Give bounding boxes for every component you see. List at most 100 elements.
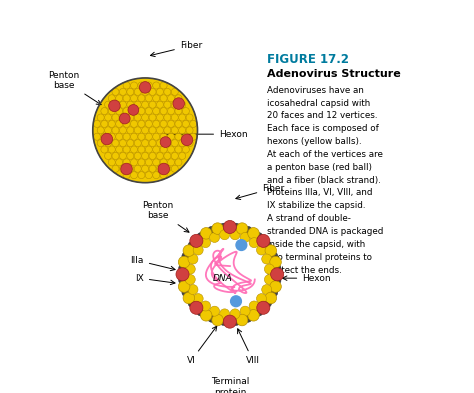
Circle shape [188,299,197,307]
Circle shape [134,88,141,95]
Circle shape [119,113,130,124]
Circle shape [134,152,141,160]
Circle shape [224,316,236,327]
Circle shape [116,133,123,140]
Circle shape [190,234,203,247]
Circle shape [134,140,141,147]
Circle shape [263,241,272,250]
Circle shape [255,233,263,241]
Circle shape [160,146,167,153]
Circle shape [223,220,237,233]
Circle shape [123,133,130,140]
Circle shape [93,133,100,140]
Circle shape [191,302,202,314]
Circle shape [138,133,145,140]
Circle shape [167,120,174,127]
Circle shape [164,140,171,147]
Circle shape [123,95,130,102]
Circle shape [108,95,115,102]
Circle shape [232,317,240,325]
Circle shape [257,235,269,247]
Text: Fiber: Fiber [150,41,202,57]
Circle shape [116,95,123,102]
Circle shape [149,152,156,160]
Circle shape [257,302,269,314]
Circle shape [171,127,178,134]
Circle shape [219,309,229,319]
Circle shape [153,120,160,127]
Circle shape [146,82,152,89]
Circle shape [116,146,123,153]
Circle shape [182,120,190,127]
Circle shape [127,165,134,172]
Circle shape [175,146,182,153]
Circle shape [248,310,259,321]
Circle shape [130,120,137,127]
Circle shape [160,120,167,127]
Text: Fiber: Fiber [236,184,284,200]
Circle shape [146,159,152,166]
Circle shape [105,127,111,134]
Circle shape [119,127,127,134]
Circle shape [240,232,250,242]
Text: VI: VI [187,326,217,365]
Text: VIII: VIII [237,329,260,365]
Circle shape [146,108,152,115]
Circle shape [127,114,134,121]
Circle shape [130,146,137,153]
Circle shape [237,314,248,326]
Circle shape [160,95,167,102]
Circle shape [97,127,104,134]
Circle shape [223,315,237,328]
Circle shape [171,114,178,121]
Circle shape [175,120,182,127]
Circle shape [149,140,156,147]
Circle shape [244,226,252,235]
Text: Adenovirus Structure: Adenovirus Structure [267,69,401,79]
Circle shape [177,268,188,280]
Circle shape [201,238,210,248]
Circle shape [167,159,174,166]
Circle shape [156,165,164,172]
Circle shape [265,245,277,256]
Circle shape [186,140,193,147]
Circle shape [101,133,113,145]
Circle shape [93,120,100,127]
Circle shape [171,165,178,172]
Circle shape [119,165,127,172]
Circle shape [108,108,115,115]
Circle shape [153,133,160,140]
Circle shape [130,172,137,179]
Circle shape [119,101,127,108]
Circle shape [272,268,283,280]
Circle shape [130,133,137,140]
Circle shape [156,88,164,95]
Circle shape [153,82,160,89]
Circle shape [127,152,134,160]
Circle shape [127,101,134,108]
Circle shape [271,268,284,281]
Circle shape [128,105,139,115]
Circle shape [134,114,141,121]
Circle shape [105,140,111,147]
Circle shape [160,82,167,89]
Circle shape [93,78,198,183]
Circle shape [190,301,203,314]
Circle shape [156,152,164,160]
Circle shape [138,95,145,102]
Circle shape [130,82,137,89]
Circle shape [156,114,164,121]
Circle shape [112,101,119,108]
Circle shape [156,101,164,108]
Text: Terminal
protein: Terminal protein [210,378,249,393]
Circle shape [179,264,187,272]
Circle shape [257,234,270,247]
Circle shape [138,146,145,153]
Circle shape [139,82,151,93]
Circle shape [269,252,278,261]
Circle shape [273,264,281,272]
Circle shape [173,98,184,109]
Circle shape [179,114,186,121]
Circle shape [270,256,282,268]
Circle shape [138,120,145,127]
